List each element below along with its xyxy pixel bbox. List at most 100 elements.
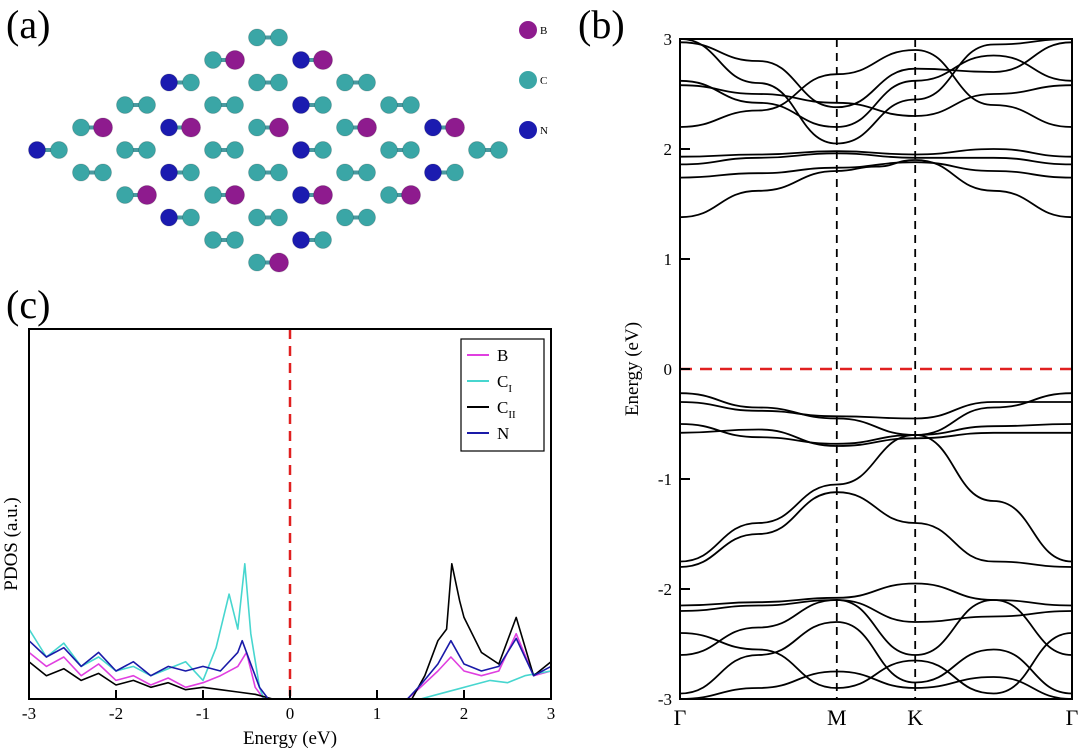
atom-c <box>116 141 134 159</box>
atom-c <box>358 73 376 92</box>
band-line <box>679 423 1073 445</box>
pdos-x-tick-label: 3 <box>547 704 556 723</box>
atom-n <box>424 118 442 137</box>
atom-n <box>292 186 310 204</box>
atom-c <box>248 208 266 227</box>
band-line <box>679 621 1073 695</box>
band-lines <box>679 38 1073 700</box>
pdos-legend-label-sub: I <box>508 383 512 395</box>
atom-b <box>313 185 333 205</box>
atom-c <box>204 141 222 159</box>
atom-n <box>160 73 178 92</box>
atom-c <box>94 163 112 182</box>
high-symmetry-lines <box>835 39 917 699</box>
pdos-line-ci <box>420 670 552 700</box>
atoms <box>28 28 508 273</box>
pdos-legend-label-sub: II <box>508 409 516 421</box>
atom-c <box>380 141 398 159</box>
atom-n <box>292 51 310 69</box>
band-line <box>679 599 1073 656</box>
atom-c <box>248 73 266 92</box>
pdos-x-ticks: -3 -2 -1 0 1 2 3 <box>22 690 555 723</box>
band-x-tick-label: M <box>827 705 847 730</box>
panel-label-a: (a) <box>6 2 50 47</box>
band-line <box>679 54 1073 128</box>
atom-b <box>269 252 289 273</box>
band-x-tick-label: K <box>907 705 923 730</box>
pdos-chart: -3 -2 -1 0 1 2 3 Energy (eV) PDOS (a.u.) BCICI… <box>1 328 555 749</box>
atom-c <box>138 96 156 114</box>
atom-c <box>468 141 486 159</box>
band-y-axis-title: Energy (eV) <box>622 322 643 416</box>
atom-b <box>357 117 377 138</box>
atom-c <box>336 163 354 182</box>
pdos-line-n <box>28 639 269 700</box>
atom-n <box>160 163 178 182</box>
legend-atom-n <box>519 121 537 139</box>
atom-c <box>182 163 200 182</box>
pdos-x-axis-title: Energy (eV) <box>243 728 337 749</box>
atom-c <box>270 208 288 227</box>
pdos-line-cii <box>411 563 552 700</box>
pdos-lines <box>28 563 552 700</box>
band-structure-chart: -3 -2 -1 0 1 2 3 Γ M K Γ Energy (eV) <box>622 30 1079 730</box>
pdos-line-n <box>406 637 552 700</box>
band-x-tick-label: Γ <box>674 705 687 730</box>
pdos-x-tick-label: -2 <box>109 704 123 723</box>
band-y-tick-label: -2 <box>658 580 672 599</box>
atom-b <box>137 185 157 205</box>
atom-b <box>269 117 289 138</box>
bonds <box>37 35 499 265</box>
atom-n <box>160 118 178 137</box>
atom-c <box>248 118 266 137</box>
atom-n <box>160 208 178 227</box>
atom-n <box>424 163 442 182</box>
band-y-tick-label: -3 <box>658 690 672 709</box>
pdos-x-tick-label: 0 <box>286 704 295 723</box>
band-line <box>679 428 1072 447</box>
pdos-line-cii <box>28 661 273 700</box>
band-line <box>679 152 1073 166</box>
atom-c <box>314 231 332 249</box>
atom-c <box>116 96 134 114</box>
atom-c <box>402 141 420 159</box>
atom-c <box>402 96 420 114</box>
legend-label-b: B <box>540 25 547 37</box>
atom-c <box>226 141 244 159</box>
atom-n <box>28 141 46 159</box>
atom-c <box>182 208 200 227</box>
panel-label-b: (b) <box>578 2 625 47</box>
atom-c <box>138 141 156 159</box>
atom-c <box>336 118 354 137</box>
atom-c <box>358 163 376 182</box>
pdos-x-tick-label: -1 <box>196 704 210 723</box>
band-y-tick-label: -1 <box>658 470 672 489</box>
band-line <box>679 401 1072 420</box>
pdos-line-b <box>28 651 265 700</box>
structure-legend: B C N <box>519 21 548 139</box>
atom-c <box>204 186 222 204</box>
atom-c <box>72 163 90 182</box>
pdos-line-b <box>406 632 552 700</box>
pdos-legend-label: B <box>497 346 508 365</box>
band-line <box>679 84 1073 117</box>
atom-c <box>314 141 332 159</box>
atom-c <box>50 141 68 159</box>
band-line <box>679 38 1073 145</box>
molecular-structure <box>28 28 508 273</box>
atom-b <box>225 185 245 205</box>
atom-c <box>72 118 90 137</box>
panel-label-c: (c) <box>6 282 50 327</box>
band-line <box>679 41 1073 109</box>
atom-c <box>270 28 288 47</box>
band-line <box>679 148 1073 158</box>
atom-c <box>336 208 354 227</box>
atom-c <box>226 231 244 249</box>
atom-c <box>446 163 464 182</box>
atom-c <box>270 73 288 92</box>
band-line <box>679 49 1073 128</box>
pdos-y-axis-title: PDOS (a.u.) <box>1 497 22 590</box>
